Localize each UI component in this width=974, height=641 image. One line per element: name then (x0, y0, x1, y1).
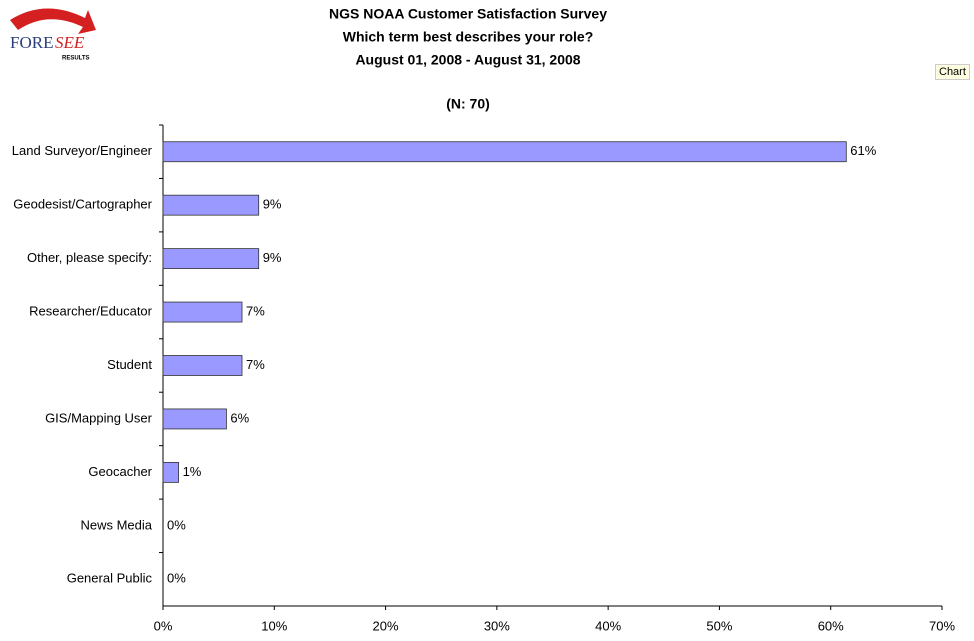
data-label: 0% (167, 517, 186, 532)
x-tick-label: 20% (373, 618, 399, 633)
x-tick-label: 60% (818, 618, 844, 633)
x-tick-label: 10% (261, 618, 287, 633)
y-tick-label: Researcher/Educator (29, 303, 153, 318)
data-label: 1% (183, 464, 202, 479)
y-tick-label: Geodesist/Cartographer (13, 197, 152, 212)
logo-results: RESULTS (62, 56, 90, 62)
bar (162, 248, 260, 270)
logo-fore: FORE (10, 33, 53, 52)
date-range: August 01, 2008 - August 31, 2008 (355, 52, 580, 68)
chart-button[interactable]: Chart (935, 64, 970, 80)
logo-see: SEE (55, 33, 85, 52)
bar (162, 194, 260, 216)
y-tick-label: Other, please specify: (27, 250, 152, 265)
y-tick-label: General Public (67, 571, 153, 586)
chart-title: NGS NOAA Customer Satisfaction Survey (329, 6, 607, 22)
bar (162, 355, 243, 376)
y-tick-label: News Media (80, 517, 152, 532)
logo-arrow (10, 8, 96, 34)
y-tick-label: Geocacher (88, 464, 152, 479)
bar (162, 461, 179, 483)
x-tick-label: 30% (484, 618, 510, 633)
y-tick-label: GIS/Mapping User (45, 410, 153, 425)
x-tick-label: 40% (595, 618, 621, 633)
y-tick-label: Student (107, 357, 152, 372)
bar (162, 141, 847, 163)
data-label: 9% (263, 250, 282, 265)
data-label: 6% (230, 410, 249, 425)
sample-size: (N: 70) (446, 96, 490, 112)
x-tick-label: 50% (706, 618, 732, 633)
x-tick-label: 70% (929, 618, 955, 633)
data-label: 7% (246, 303, 265, 318)
bar (162, 408, 227, 430)
data-label: 7% (246, 357, 265, 372)
data-label: 61% (850, 143, 876, 158)
y-tick-label: Land Surveyor/Engineer (12, 143, 153, 158)
x-tick-label: 0% (154, 618, 173, 633)
data-label: 9% (263, 197, 282, 212)
chart-subtitle: Which term best describes your role? (343, 29, 594, 45)
bar (162, 301, 243, 323)
data-label: 0% (167, 571, 186, 586)
